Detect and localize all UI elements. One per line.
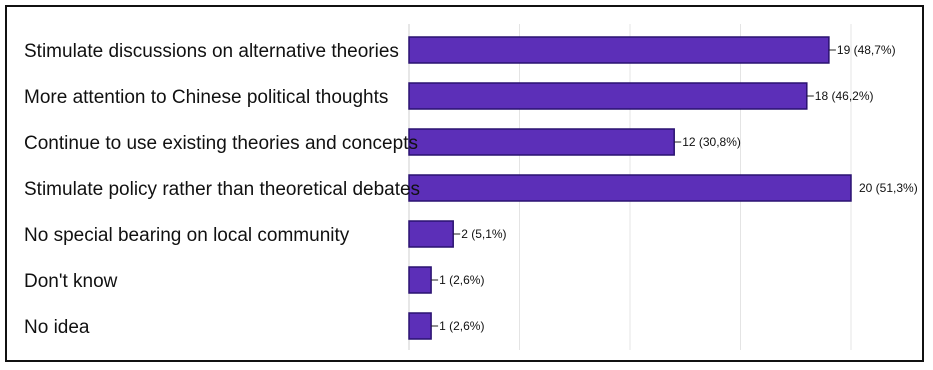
bar <box>408 266 432 294</box>
category-label: Don't know <box>24 271 118 292</box>
category-label: More attention to Chinese political thou… <box>24 87 388 108</box>
bar <box>408 82 808 110</box>
category-label: Stimulate discussions on alternative the… <box>24 41 399 62</box>
data-label: 2 (5,1%) <box>461 227 506 241</box>
bar <box>408 174 852 202</box>
data-label: 1 (2,6%) <box>439 273 484 287</box>
category-label: No idea <box>24 317 90 338</box>
bar <box>408 128 675 156</box>
data-label: 12 (30,8%) <box>682 135 741 149</box>
data-labels: 19 (48,7%) 18 (46,2%) 12 (30,8%) 20 (51,3%)… <box>431 43 918 333</box>
category-label: Continue to use existing theories and co… <box>24 133 418 154</box>
category-label: No special bearing on local community <box>24 225 350 246</box>
data-label: 18 (46,2%) <box>815 89 874 103</box>
bar <box>408 220 454 248</box>
category-labels: Stimulate discussions on alternative the… <box>24 41 420 338</box>
category-label: Stimulate policy rather than theoretical… <box>24 179 420 200</box>
bars <box>408 36 852 340</box>
bar <box>408 312 432 340</box>
data-label: 19 (48,7%) <box>837 43 896 57</box>
data-label: 20 (51,3%) <box>859 181 918 195</box>
data-label: 1 (2,6%) <box>439 319 484 333</box>
bar <box>408 36 830 64</box>
